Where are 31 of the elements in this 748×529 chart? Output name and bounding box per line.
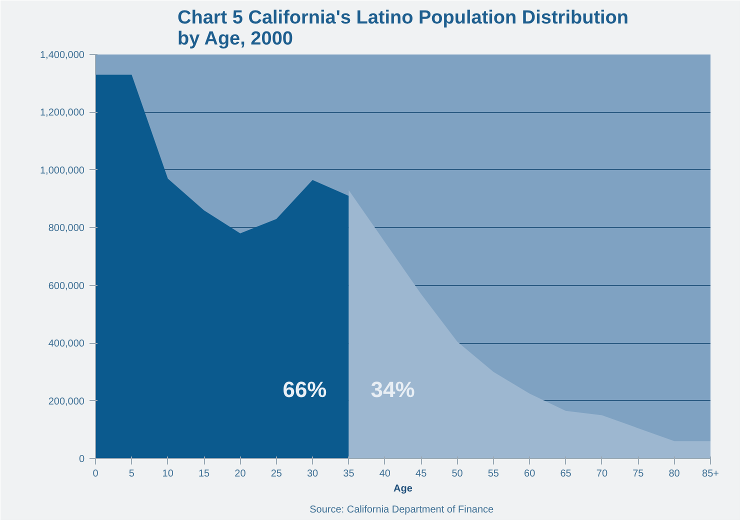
x-tick-label: 5 xyxy=(128,468,135,480)
y-tick-label: 1,200,000 xyxy=(40,108,85,119)
y-tick-label: 400,000 xyxy=(48,338,85,350)
x-tick-label: 15 xyxy=(198,468,210,480)
x-tick-label: 45 xyxy=(416,468,428,480)
y-tick-label: 600,000 xyxy=(48,280,85,292)
x-tick-label: 25 xyxy=(270,468,282,480)
x-tick-label: 70 xyxy=(596,468,608,480)
x-tick-label: 50 xyxy=(452,468,464,480)
x-tick-label: 75 xyxy=(632,468,644,480)
annotation: 66% xyxy=(282,376,327,402)
source-note: Source: California Department of Finance xyxy=(310,504,494,516)
annotation: 34% xyxy=(370,376,415,402)
x-tick-label: 65 xyxy=(560,468,572,480)
chart-title: Chart 5 California's Latino Population Distribution by Age, 2000 xyxy=(177,8,629,50)
x-tick-label: 0 xyxy=(92,468,99,480)
y-tick-label: 200,000 xyxy=(48,396,85,408)
x-tick-label: 10 xyxy=(162,468,174,480)
y-tick-label: 800,000 xyxy=(48,223,85,234)
x-tick-label: 40 xyxy=(379,468,391,480)
x-tick-label: 80 xyxy=(668,468,680,480)
x-tick-label: 20 xyxy=(234,468,246,480)
x-tick-label: 35 xyxy=(343,468,355,480)
x-tick-label: 60 xyxy=(524,468,536,480)
y-tick-label: 0 xyxy=(78,454,85,465)
y-tick-label: 1,400,000 xyxy=(40,50,85,61)
x-tick-label: 30 xyxy=(306,468,319,480)
x-axis-title: Age xyxy=(394,484,413,494)
x-tick-label: 85+ xyxy=(702,468,720,480)
x-tick-label: 55 xyxy=(488,468,500,480)
y-tick-label: 1,000,000 xyxy=(40,165,85,176)
